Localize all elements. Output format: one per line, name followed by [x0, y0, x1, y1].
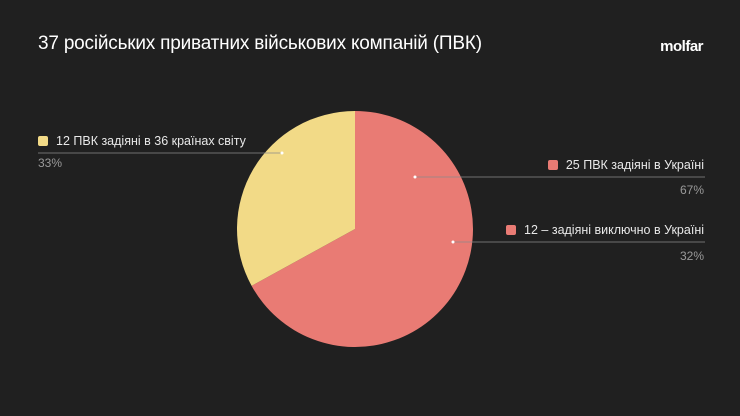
- legend-item-world: 12 ПВК задіяні в 36 країнах світу: [38, 134, 246, 148]
- legend-item-ukraine-only: 12 – задіяні виключно в Україні: [506, 223, 704, 237]
- legend-item-ukraine: 25 ПВК задіяні в Україні: [547, 158, 704, 172]
- pct-label: 33%: [38, 156, 63, 170]
- legend-label: 12 ПВК задіяні в 36 країнах світу: [56, 134, 246, 148]
- pie-slice: [236, 111, 355, 286]
- leader-dot: [413, 175, 417, 179]
- page-title: 37 російських приватних військових компа…: [38, 33, 482, 54]
- leader-dot: [280, 151, 284, 155]
- legend-swatch: [38, 136, 48, 146]
- pie-slice: [251, 111, 473, 347]
- legend-swatch: [506, 225, 517, 235]
- legend-swatch: [547, 160, 558, 170]
- molfar-logo: molfar: [660, 38, 703, 55]
- legend-label: 12 – задіяні виключно в Україні: [524, 223, 704, 237]
- leader-dot: [451, 240, 455, 244]
- pct-label: 67%: [679, 183, 704, 197]
- legend-label: 25 ПВК задіяні в Україні: [565, 158, 704, 172]
- pct-label: 32%: [679, 249, 704, 263]
